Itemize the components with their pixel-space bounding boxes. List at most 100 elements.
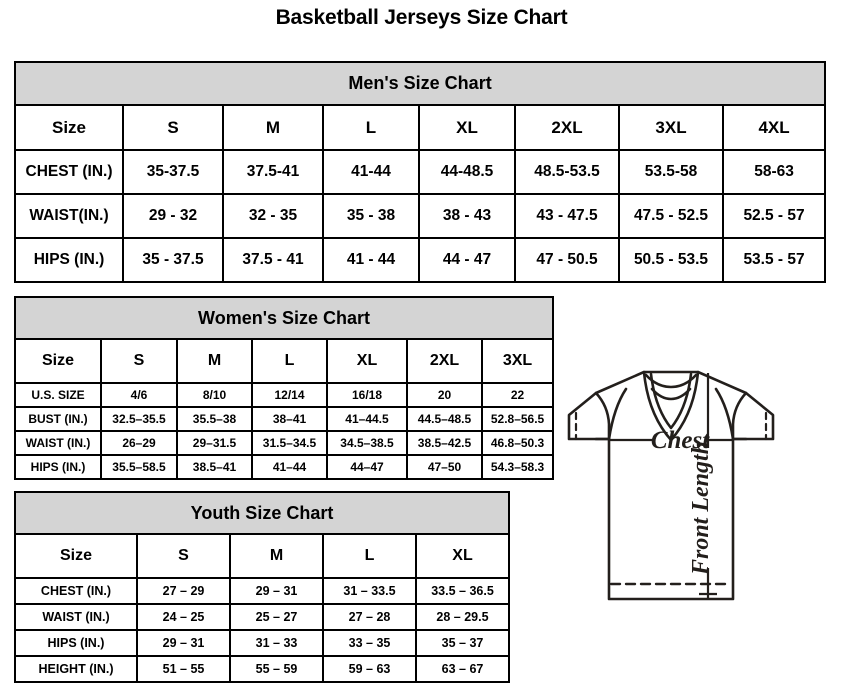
youth-cell-waist-l: 27 – 28 xyxy=(322,603,417,631)
womens-cell-hips-2xl: 47–50 xyxy=(406,454,483,480)
mens-band-title-row: Men's Size Chart xyxy=(13,61,827,106)
table-row: HEIGHT (IN.) 51 – 55 55 – 59 59 – 63 63 … xyxy=(14,655,510,683)
mens-col-header-4xl: 4XL xyxy=(721,104,827,151)
youth-cell-hips-l: 33 – 35 xyxy=(322,629,417,657)
youth-cell-height-l: 59 – 63 xyxy=(322,655,417,683)
mens-cell-waist-2xl: 43 - 47.5 xyxy=(514,193,620,239)
womens-col-header-3xl: 3XL xyxy=(480,338,555,384)
womens-cell-ussize-2xl: 20 xyxy=(406,382,483,408)
mens-cell-waist-s: 29 - 32 xyxy=(122,193,224,239)
womens-cell-bust-2xl: 44.5–48.5 xyxy=(406,406,483,432)
table-row: BUST (IN.) 32.5–35.5 35.5–38 38–41 41–44… xyxy=(14,406,555,432)
womens-cell-hips-s: 35.5–58.5 xyxy=(100,454,178,480)
womens-col-header-s: S xyxy=(100,338,178,384)
youth-col-header-s: S xyxy=(136,533,231,579)
womens-cell-hips-l: 41–44 xyxy=(251,454,328,480)
youth-cell-hips-m: 31 – 33 xyxy=(229,629,324,657)
table-row: WAIST (IN.) 26–29 29–31.5 31.5–34.5 34.5… xyxy=(14,430,555,456)
womens-band-title: Women's Size Chart xyxy=(13,296,555,340)
womens-cell-waist-3xl: 46.8–50.3 xyxy=(480,430,555,456)
womens-cell-ussize-m: 8/10 xyxy=(176,382,253,408)
mens-cell-hips-4xl: 53.5 - 57 xyxy=(721,237,827,283)
womens-cell-hips-m: 38.5–41 xyxy=(176,454,253,480)
youth-col-header-size: Size xyxy=(14,533,138,579)
jersey-outline-icon xyxy=(567,370,775,601)
womens-cell-waist-s: 26–29 xyxy=(100,430,178,456)
youth-cell-height-m: 55 – 59 xyxy=(229,655,324,683)
table-row: U.S. SIZE 4/6 8/10 12/14 16/18 20 22 xyxy=(14,382,555,408)
youth-row-label-hips: HIPS (IN.) xyxy=(14,629,138,657)
womens-cell-waist-xl: 34.5–38.5 xyxy=(326,430,408,456)
mens-cell-chest-2xl: 48.5-53.5 xyxy=(514,149,620,195)
womens-col-header-size: Size xyxy=(14,338,102,384)
youth-header-row: Size S M L XL xyxy=(14,533,510,579)
womens-col-header-m: M xyxy=(176,338,253,384)
mens-band-title: Men's Size Chart xyxy=(13,61,827,106)
table-row: WAIST(IN.) 29 - 32 32 - 35 35 - 38 38 - … xyxy=(14,193,827,239)
table-row: HIPS (IN.) 29 – 31 31 – 33 33 – 35 35 – … xyxy=(14,629,510,657)
womens-cell-waist-m: 29–31.5 xyxy=(176,430,253,456)
youth-cell-waist-s: 24 – 25 xyxy=(136,603,231,631)
womens-cell-ussize-l: 12/14 xyxy=(251,382,328,408)
mens-cell-waist-3xl: 47.5 - 52.5 xyxy=(618,193,724,239)
youth-cell-hips-xl: 35 – 37 xyxy=(415,629,510,657)
womens-col-header-xl: XL xyxy=(326,338,408,384)
youth-row-label-height: HEIGHT (IN.) xyxy=(14,655,138,683)
womens-size-chart-table: Women's Size Chart Size S M L XL 2XL 3XL… xyxy=(13,296,555,480)
womens-cell-waist-2xl: 38.5–42.5 xyxy=(406,430,483,456)
mens-col-header-size: Size xyxy=(14,104,124,151)
mens-row-label-waist: WAIST(IN.) xyxy=(14,193,124,239)
mens-cell-chest-m: 37.5-41 xyxy=(222,149,324,195)
table-row: HIPS (IN.) 35.5–58.5 38.5–41 41–44 44–47… xyxy=(14,454,555,480)
youth-size-chart-table: Youth Size Chart Size S M L XL CHEST (IN… xyxy=(14,491,510,683)
youth-row-label-chest: CHEST (IN.) xyxy=(14,577,138,605)
youth-row-label-waist: WAIST (IN.) xyxy=(14,603,138,631)
page-title: Basketball Jerseys Size Chart xyxy=(275,6,568,29)
mens-col-header-m: M xyxy=(222,104,324,151)
youth-col-header-m: M xyxy=(229,533,324,579)
womens-row-label-bust: BUST (IN.) xyxy=(14,406,102,432)
mens-cell-hips-s: 35 - 37.5 xyxy=(122,237,224,283)
table-row: CHEST (IN.) 35-37.5 37.5-41 41-44 44-48.… xyxy=(14,149,827,195)
mens-row-label-chest: CHEST (IN.) xyxy=(14,149,124,195)
chest-measure-label: Chest xyxy=(651,427,710,454)
womens-cell-bust-xl: 41–44.5 xyxy=(326,406,408,432)
youth-cell-waist-xl: 28 – 29.5 xyxy=(415,603,510,631)
mens-size-chart-table: Men's Size Chart Size S M L XL 2XL 3XL 4… xyxy=(13,61,827,283)
youth-cell-chest-l: 31 – 33.5 xyxy=(322,577,417,605)
mens-col-header-xl: XL xyxy=(418,104,516,151)
mens-cell-chest-3xl: 53.5-58 xyxy=(618,149,724,195)
womens-cell-bust-3xl: 52.8–56.5 xyxy=(480,406,555,432)
womens-col-header-l: L xyxy=(251,338,328,384)
youth-band-title-row: Youth Size Chart xyxy=(14,491,510,535)
youth-col-header-xl: XL xyxy=(415,533,510,579)
youth-cell-height-xl: 63 – 67 xyxy=(415,655,510,683)
womens-row-label-waist: WAIST (IN.) xyxy=(14,430,102,456)
womens-cell-bust-l: 38–41 xyxy=(251,406,328,432)
mens-cell-chest-s: 35-37.5 xyxy=(122,149,224,195)
youth-cell-height-s: 51 – 55 xyxy=(136,655,231,683)
mens-col-header-2xl: 2XL xyxy=(514,104,620,151)
mens-cell-waist-m: 32 - 35 xyxy=(222,193,324,239)
womens-row-label-hips: HIPS (IN.) xyxy=(14,454,102,480)
youth-cell-chest-s: 27 – 29 xyxy=(136,577,231,605)
womens-cell-bust-m: 35.5–38 xyxy=(176,406,253,432)
womens-cell-ussize-s: 4/6 xyxy=(100,382,178,408)
womens-cell-hips-3xl: 54.3–58.3 xyxy=(480,454,555,480)
table-row: CHEST (IN.) 27 – 29 29 – 31 31 – 33.5 33… xyxy=(14,577,510,605)
mens-cell-hips-3xl: 50.5 - 53.5 xyxy=(618,237,724,283)
mens-cell-hips-l: 41 - 44 xyxy=(322,237,420,283)
womens-cell-bust-s: 32.5–35.5 xyxy=(100,406,178,432)
mens-cell-chest-xl: 44-48.5 xyxy=(418,149,516,195)
front-length-measure-label: Front Length xyxy=(688,441,714,576)
mens-col-header-l: L xyxy=(322,104,420,151)
table-row: HIPS (IN.) 35 - 37.5 37.5 - 41 41 - 44 4… xyxy=(14,237,827,283)
womens-cell-ussize-3xl: 22 xyxy=(480,382,555,408)
womens-cell-hips-xl: 44–47 xyxy=(326,454,408,480)
front-length-measure-line xyxy=(699,373,717,600)
mens-cell-waist-xl: 38 - 43 xyxy=(418,193,516,239)
mens-cell-waist-4xl: 52.5 - 57 xyxy=(721,193,827,239)
table-row: WAIST (IN.) 24 – 25 25 – 27 27 – 28 28 –… xyxy=(14,603,510,631)
youth-cell-chest-m: 29 – 31 xyxy=(229,577,324,605)
youth-cell-waist-m: 25 – 27 xyxy=(229,603,324,631)
